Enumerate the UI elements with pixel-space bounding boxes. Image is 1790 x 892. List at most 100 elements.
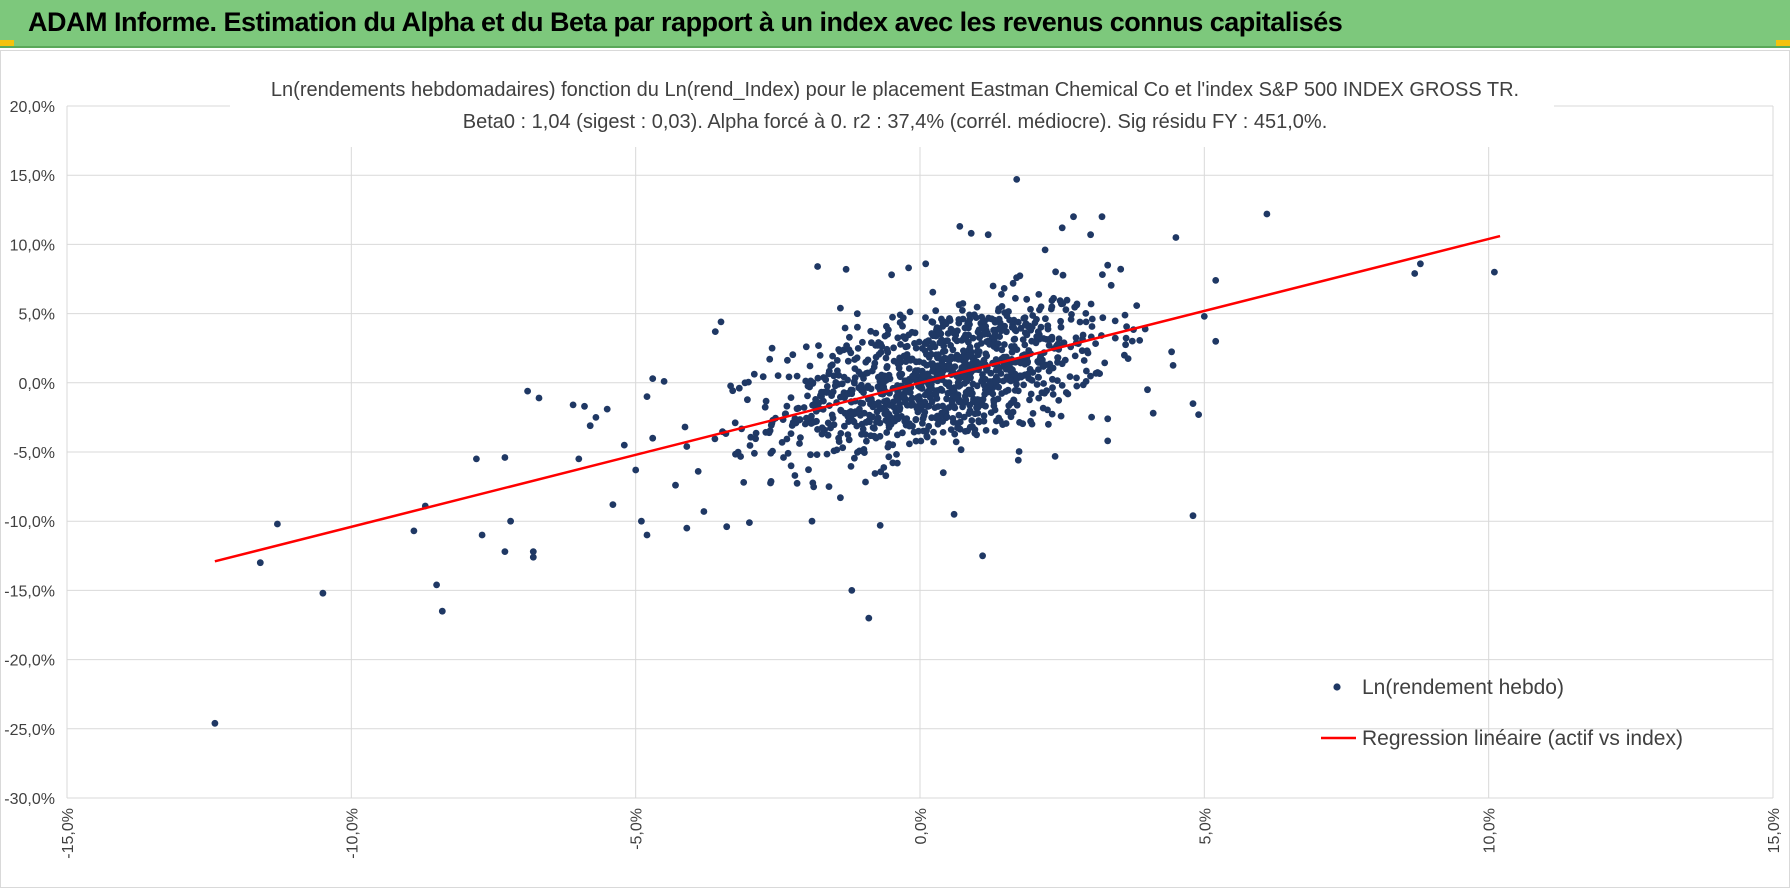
data-point [1027, 390, 1035, 398]
data-point [1172, 234, 1180, 241]
data-point [784, 356, 791, 364]
data-point [862, 431, 869, 438]
data-point [825, 483, 833, 490]
data-point [834, 367, 841, 375]
data-point [1121, 311, 1129, 319]
data-point [1117, 265, 1125, 273]
data-point [949, 418, 957, 426]
data-point [1003, 312, 1011, 320]
y-tick-label: -15,0% [4, 583, 55, 600]
data-point [1099, 314, 1107, 322]
data-point [1006, 360, 1013, 368]
data-point [1009, 324, 1017, 331]
data-point [1189, 400, 1197, 407]
data-point [1070, 213, 1077, 221]
data-point [923, 351, 930, 358]
data-point [894, 415, 902, 423]
data-point [962, 331, 969, 339]
data-point [994, 340, 1002, 348]
data-point [740, 479, 748, 486]
data-point [1491, 268, 1498, 276]
data-point [967, 229, 975, 237]
data-point [881, 404, 888, 411]
data-point [835, 438, 843, 445]
data-point [920, 371, 927, 379]
data-point [1013, 176, 1021, 183]
data-point [825, 370, 833, 378]
data-point [433, 581, 440, 589]
data-point [746, 442, 754, 449]
data-point [995, 383, 1002, 391]
data-point [932, 414, 939, 422]
data-point [919, 419, 926, 427]
chart-title-background [230, 74, 1554, 147]
data-point [745, 378, 752, 386]
data-point [1123, 323, 1130, 330]
data-point [859, 447, 867, 455]
data-point [862, 370, 870, 377]
data-point [899, 322, 906, 330]
data-point [986, 381, 994, 388]
data-point [893, 451, 900, 458]
data-point [956, 223, 964, 230]
data-point [839, 444, 847, 452]
data-point [955, 411, 963, 419]
data-point [808, 517, 816, 525]
data-point [982, 427, 990, 434]
data-point [1144, 386, 1151, 394]
data-point [991, 428, 999, 435]
regression-line-path [214, 234, 1501, 563]
data-point [915, 427, 922, 435]
data-point [1016, 419, 1023, 426]
data-point [1021, 329, 1029, 337]
data-point [1023, 295, 1031, 303]
data-point [1007, 413, 1015, 421]
data-point [1021, 321, 1029, 329]
data-point [955, 356, 962, 363]
data-point [529, 553, 537, 561]
data-point [837, 304, 844, 312]
legend-marker-scatter [1333, 683, 1341, 691]
data-point [1056, 297, 1064, 305]
scatter-chart: 20,0%15,0%10,0%5,0%0,0%-5,0%-10,0%-15,0%… [4, 74, 1783, 859]
data-point [851, 454, 858, 462]
data-point [1104, 261, 1112, 269]
data-point [1000, 353, 1008, 361]
data-point [768, 344, 776, 352]
data-point [950, 403, 958, 411]
x-tick-label: 10,0% [1482, 808, 1499, 853]
data-point [501, 548, 509, 555]
data-point [945, 363, 953, 371]
data-point [848, 390, 856, 398]
scatter-points [211, 140, 1498, 727]
data-point [847, 349, 855, 357]
data-point [1087, 300, 1095, 308]
data-point [880, 398, 888, 405]
data-point [932, 307, 940, 315]
data-point [1035, 366, 1042, 373]
data-point [943, 413, 951, 421]
data-point [1417, 260, 1424, 268]
data-point [1099, 271, 1106, 278]
data-point [831, 382, 839, 390]
data-point [882, 354, 890, 362]
data-point [842, 265, 850, 273]
data-point [1088, 413, 1095, 421]
data-point [952, 438, 960, 446]
data-point [814, 374, 822, 382]
data-point [766, 355, 774, 363]
data-point [921, 340, 929, 347]
data-point [759, 373, 767, 381]
data-point [1035, 291, 1043, 298]
data-point [1045, 420, 1052, 428]
data-point [575, 455, 583, 463]
data-point [1044, 322, 1052, 329]
data-point [889, 459, 897, 467]
data-point [700, 508, 708, 515]
data-point [902, 343, 910, 351]
data-point [1078, 347, 1086, 355]
data-point [1169, 362, 1177, 369]
data-point [900, 352, 908, 360]
data-point [780, 454, 787, 461]
data-point [890, 344, 897, 352]
